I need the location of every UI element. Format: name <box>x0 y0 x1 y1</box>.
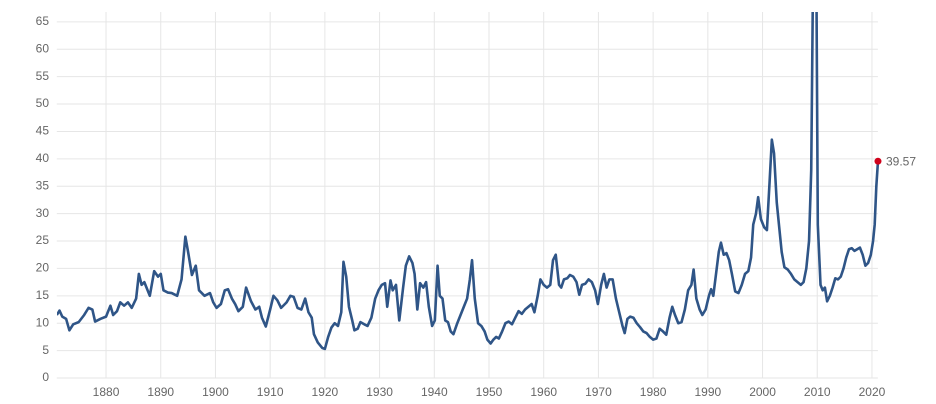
y-tick-label: 5 <box>42 343 49 357</box>
x-tick-label: 1950 <box>476 385 503 399</box>
x-tick-label: 1900 <box>202 385 229 399</box>
y-tick-label: 35 <box>36 178 50 192</box>
x-tick-label: 1960 <box>530 385 557 399</box>
y-tick-label: 55 <box>36 69 50 83</box>
y-tick-label: 20 <box>36 261 50 275</box>
x-tick-label: 1970 <box>585 385 612 399</box>
x-tick-label: 1910 <box>257 385 284 399</box>
x-tick-label: 1920 <box>312 385 339 399</box>
x-tick-label: 1880 <box>93 385 120 399</box>
x-tick-label: 1930 <box>366 385 393 399</box>
y-tick-label: 10 <box>36 315 50 329</box>
x-tick-label: 1940 <box>421 385 448 399</box>
x-tick-label: 2000 <box>749 385 776 399</box>
y-tick-label: 0 <box>42 370 49 384</box>
y-tick-label: 50 <box>36 96 50 110</box>
x-tick-label: 2010 <box>804 385 831 399</box>
y-tick-label: 25 <box>36 233 50 247</box>
y-tick-label: 65 <box>36 14 50 28</box>
x-tick-label: 1990 <box>694 385 721 399</box>
last-point-marker <box>874 157 882 165</box>
line <box>57 12 880 351</box>
y-tick-label: 30 <box>36 206 50 220</box>
x-tick-label: 1980 <box>640 385 667 399</box>
x-tick-label: 2020 <box>859 385 886 399</box>
y-tick-label: 15 <box>36 288 50 302</box>
y-tick-label: 40 <box>36 151 50 165</box>
x-tick-label: 1890 <box>147 385 174 399</box>
y-tick-label: 60 <box>36 41 50 55</box>
y-tick-label: 45 <box>36 124 50 138</box>
last-value-label: 39.57 <box>886 154 916 168</box>
